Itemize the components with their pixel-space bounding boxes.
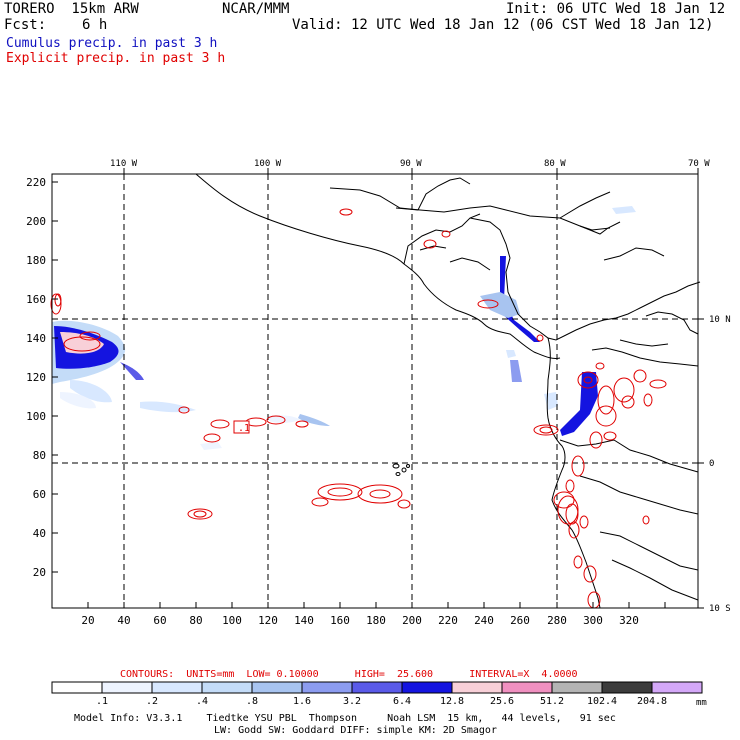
- init-time: Init: 06 UTC Wed 18 Jan 12: [506, 1, 726, 17]
- x-tick-label: 180: [366, 614, 386, 627]
- y-tick-label: 120: [26, 371, 46, 384]
- lon-label-90w: 90 W: [400, 159, 422, 169]
- x-tick-label: 80: [189, 614, 202, 627]
- lon-labels: 110 W 100 W 90 W 80 W 70 W: [110, 159, 710, 169]
- galapagos-islands: [392, 463, 410, 476]
- y-tick-label: 80: [33, 449, 46, 462]
- y-tick-label: 180: [26, 254, 46, 267]
- colorbar-swatch: [551, 681, 603, 694]
- colorbar-label: .2: [146, 696, 158, 707]
- lat-lon-grid: [52, 174, 698, 608]
- x-tick-label: 220: [438, 614, 458, 627]
- organization: NCAR/MMM: [222, 1, 290, 17]
- forecast-label: Fcst:: [4, 17, 47, 33]
- lat-labels: 10 N 0 10 S: [709, 315, 731, 614]
- y-tick-label: 20: [33, 566, 46, 579]
- colorbar-label: .4: [196, 696, 208, 707]
- colorbar-swatch: [101, 681, 153, 694]
- x-tick-label: 120: [258, 614, 278, 627]
- y-tick-labels: 220 200 180 160 140 120 100 80 60 40 20: [26, 176, 46, 579]
- x-tick-label: 320: [619, 614, 639, 627]
- colorbar-label: 102.4: [587, 696, 617, 707]
- colorbar-label: 1.6: [293, 696, 311, 707]
- colorbar-swatch: [601, 681, 653, 694]
- y-tick-label: 100: [26, 410, 46, 423]
- x-tick-label: 260: [510, 614, 530, 627]
- forecast-hour: 6 h: [82, 17, 108, 33]
- x-tick-label: 240: [474, 614, 494, 627]
- x-tick-labels: 20 40 60 80 100 120 140 160 180 200 220 …: [81, 614, 639, 627]
- colorbar-swatch: [401, 681, 453, 694]
- colorbar-swatch: [151, 681, 203, 694]
- axis-ticks: [52, 168, 704, 609]
- x-tick-label: 140: [294, 614, 314, 627]
- colorbar: .1 .2 .4 .8 1.6 3.2 6.4 12.8 25.6 51.2 102.4 204.8: [51, 681, 703, 707]
- colorbar-label: 25.6: [490, 696, 514, 707]
- colorbar-swatch: [351, 681, 403, 694]
- colorbar-label: 51.2: [540, 696, 564, 707]
- physics-info: LW: Godd SW: Goddard DIFF: simple KM: 2D…: [214, 725, 497, 736]
- colorbar-swatch: [201, 681, 253, 694]
- low-marker: .1: [233, 420, 250, 434]
- lon-label-100w: 100 W: [254, 159, 282, 169]
- lon-label-70w: 70 W: [688, 159, 710, 169]
- colorbar-swatch: [51, 681, 103, 694]
- y-tick-label: 220: [26, 176, 46, 189]
- x-tick-label: 20: [81, 614, 94, 627]
- colorbar-units: mm: [696, 698, 707, 708]
- y-tick-label: 60: [33, 488, 46, 501]
- explicit-contours: [50, 208, 667, 609]
- colorbar-swatch: [251, 681, 303, 694]
- x-tick-label: 200: [402, 614, 422, 627]
- lon-label-80w: 80 W: [544, 159, 566, 169]
- y-tick-label: 40: [33, 527, 46, 540]
- y-tick-label: 140: [26, 332, 46, 345]
- colorbar-label: .1: [96, 696, 108, 707]
- colorbar-label: .8: [246, 696, 258, 707]
- model-info: Model Info: V3.3.1 Tiedtke YSU PBL Thomp…: [74, 713, 616, 724]
- lon-label-110w: 110 W: [110, 159, 138, 169]
- x-tick-label: 160: [330, 614, 350, 627]
- coastlines: [195, 173, 701, 609]
- x-tick-label: 60: [153, 614, 166, 627]
- x-tick-label: 40: [117, 614, 130, 627]
- cumulus-label: Cumulus precip. in past 3 h: [6, 36, 218, 51]
- colorbar-swatch: [651, 681, 703, 694]
- y-tick-label: 200: [26, 215, 46, 228]
- y-tick-label: 160: [26, 293, 46, 306]
- map-frame: [51, 173, 699, 609]
- colorbar-swatch: [501, 681, 553, 694]
- colorbar-label: 6.4: [393, 696, 411, 707]
- x-tick-label: 280: [547, 614, 567, 627]
- colorbar-label: 12.8: [440, 696, 464, 707]
- cumulus-shading: [52, 206, 636, 450]
- explicit-label: Explicit precip. in past 3 h: [6, 51, 226, 66]
- valid-time: Valid: 12 UTC Wed 18 Jan 12 (06 CST Wed …: [292, 17, 714, 33]
- colorbar-swatch: [451, 681, 503, 694]
- low-marker-label: .1: [238, 423, 250, 434]
- lat-label-10n: 10 N: [709, 315, 731, 325]
- lat-label-0: 0: [709, 459, 714, 469]
- colorbar-label: 3.2: [343, 696, 361, 707]
- colorbar-label: 204.8: [637, 696, 667, 707]
- x-tick-label: 300: [583, 614, 603, 627]
- x-tick-label: 100: [222, 614, 242, 627]
- lat-label-10s: 10 S: [709, 604, 731, 614]
- colorbar-swatch: [301, 681, 353, 694]
- contours-info: CONTOURS: UNITS=mm LOW= 0.10000 HIGH= 25…: [120, 669, 578, 680]
- model-title: TORERO 15km ARW: [4, 1, 139, 17]
